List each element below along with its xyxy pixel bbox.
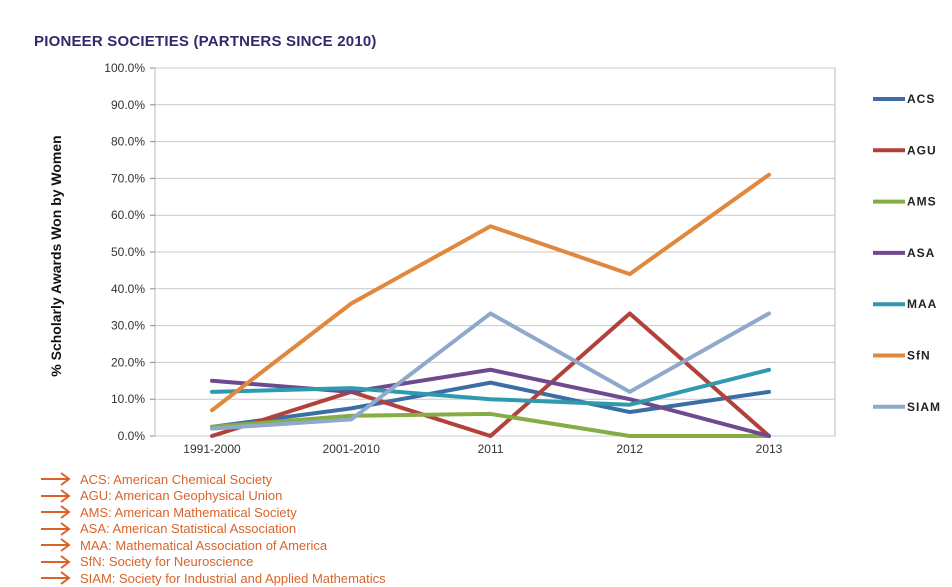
x-tick-label: 2012 xyxy=(616,442,643,456)
note-text: ASA: American Statistical Association xyxy=(80,521,297,537)
y-tick-label: 100.0% xyxy=(104,61,145,75)
note-item: SfN: Society for Neuroscience xyxy=(40,554,386,571)
legend-label: AMS xyxy=(907,195,937,209)
series-line-sfn xyxy=(210,172,771,413)
y-tick-label: 20.0% xyxy=(111,355,145,369)
line-chart: 0.0% 10.0% 20.0% 30.0% 40.0% 50.0% 60.0% 70.0% 8… xyxy=(104,61,941,456)
arrow-right-icon xyxy=(41,571,71,586)
series-line-maa xyxy=(210,367,771,407)
x-tick-label: 1991-2000 xyxy=(183,442,241,456)
y-tick-label: 40.0% xyxy=(111,282,145,296)
y-tick-label: 50.0% xyxy=(111,245,145,259)
note-item: AGU: American Geophysical Union xyxy=(40,488,386,505)
arrow-right-icon xyxy=(41,488,71,503)
note-text: AMS: American Mathematical Society xyxy=(80,504,297,520)
note-text: ACS: American Chemical Society xyxy=(80,471,273,487)
legend-label: AGU xyxy=(907,143,937,157)
arrow-right-icon xyxy=(41,554,71,569)
note-item: AMS: American Mathematical Society xyxy=(40,504,386,521)
note-item: MAA: Mathematical Association of America xyxy=(40,537,386,554)
arrow-right-icon xyxy=(41,472,71,487)
y-tick-label: 30.0% xyxy=(111,319,145,333)
legend-label: SfN xyxy=(907,349,931,363)
note-item: ACS: American Chemical Society xyxy=(40,471,386,488)
note-text: SfN: Society for Neuroscience xyxy=(80,554,254,570)
y-tick-label: 90.0% xyxy=(111,98,145,112)
y-tick-label: 0.0% xyxy=(118,429,146,443)
legend-label: ASA xyxy=(907,246,935,260)
note-text: SIAM: Society for Industrial and Applied… xyxy=(80,570,386,586)
note-item: ASA: American Statistical Association xyxy=(40,521,386,538)
series-line-siam xyxy=(210,311,771,431)
legend-label: MAA xyxy=(907,297,937,311)
note-item: SIAM: Society for Industrial and Applied… xyxy=(40,570,386,587)
abbreviation-notes: ACS: American Chemical Society AGU: Amer… xyxy=(40,471,386,587)
arrow-right-icon xyxy=(41,538,71,553)
legend-label: SIAM xyxy=(907,400,941,414)
arrow-right-icon xyxy=(41,521,71,536)
x-tick-label: 2013 xyxy=(756,442,783,456)
y-tick-label: 60.0% xyxy=(111,208,145,222)
y-tick-label: 10.0% xyxy=(111,392,145,406)
x-tick-label: 2001-2010 xyxy=(323,442,381,456)
series-line-acs xyxy=(210,380,771,429)
x-tick-label: 2011 xyxy=(478,442,504,456)
note-text: AGU: American Geophysical Union xyxy=(80,488,283,504)
note-text: MAA: Mathematical Association of America xyxy=(80,537,328,553)
y-tick-label: 70.0% xyxy=(111,171,145,185)
y-tick-label: 80.0% xyxy=(111,135,145,149)
series-line-agu xyxy=(210,311,771,438)
chart-title: PIONEER SOCIETIES (PARTNERS SINCE 2010) xyxy=(34,33,377,50)
arrow-right-icon xyxy=(41,505,71,520)
series-line-ams xyxy=(210,411,771,438)
legend-label: ACS xyxy=(907,92,935,106)
